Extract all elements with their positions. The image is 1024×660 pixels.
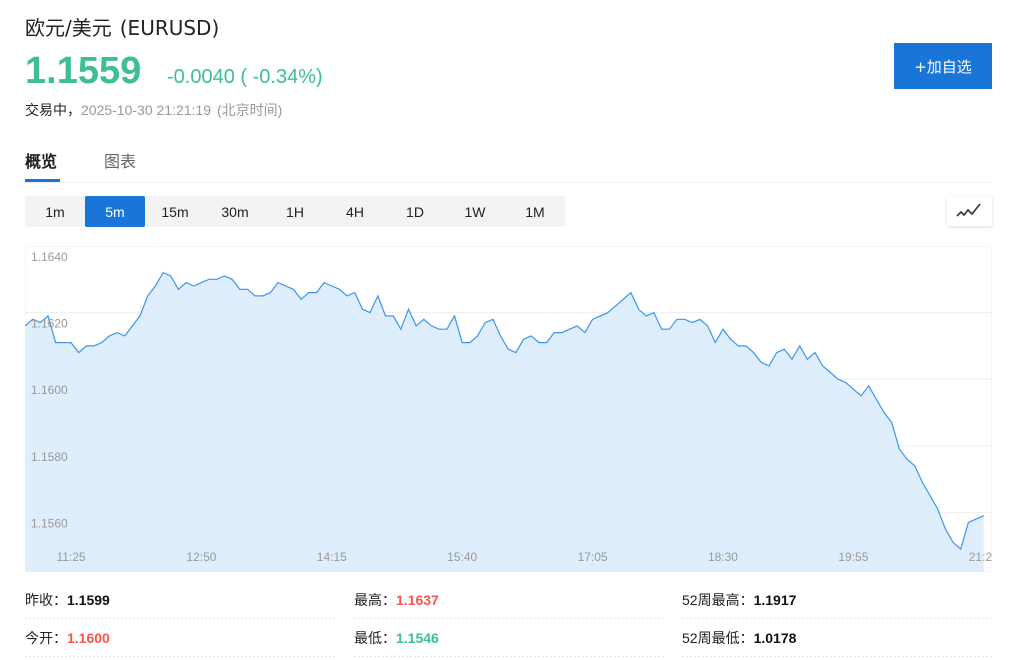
stat-label: 52周最低： bbox=[682, 630, 754, 646]
status-label: 交易中， bbox=[25, 103, 81, 119]
period-5m[interactable]: 5m bbox=[85, 196, 145, 227]
period-30m[interactable]: 30m bbox=[205, 196, 265, 227]
period-1m[interactable]: 1m bbox=[25, 196, 85, 227]
stat-label: 52周最高： bbox=[682, 592, 754, 608]
active-tab-indicator bbox=[25, 179, 60, 182]
stat-divider bbox=[25, 656, 335, 657]
stat-value: 1.1637 bbox=[396, 592, 439, 608]
stat-value: 1.1600 bbox=[67, 630, 110, 646]
pair-symbol: (EURUSD) bbox=[119, 16, 220, 40]
period-1w[interactable]: 1W bbox=[445, 196, 505, 227]
y-tick-label: 1.1640 bbox=[31, 250, 68, 264]
stat-item: 昨收：1.1599 bbox=[25, 590, 110, 610]
stat-value: 1.1546 bbox=[396, 630, 439, 646]
period-1mo[interactable]: 1M bbox=[505, 196, 565, 227]
stat-label: 最高： bbox=[354, 592, 396, 608]
x-tick-label: 18:30 bbox=[708, 550, 738, 564]
period-1d[interactable]: 1D bbox=[385, 196, 445, 227]
x-tick-label: 17:05 bbox=[578, 550, 608, 564]
current-price: 1.1559 bbox=[25, 50, 142, 92]
y-tick-label: 1.1560 bbox=[31, 516, 68, 530]
stat-divider bbox=[25, 618, 335, 619]
stat-divider bbox=[354, 656, 664, 657]
stat-item: 最高：1.1637 bbox=[354, 590, 439, 610]
period-4h[interactable]: 4H bbox=[325, 196, 385, 227]
page-title: 欧元/美元 (EURUSD) bbox=[25, 12, 219, 41]
stat-value: 1.0178 bbox=[753, 630, 797, 646]
stat-label: 昨收： bbox=[25, 592, 67, 608]
stat-label: 最低： bbox=[354, 630, 396, 646]
line-chart-icon bbox=[956, 203, 981, 217]
timezone: (北京时间) bbox=[217, 102, 283, 118]
stat-divider bbox=[682, 656, 992, 657]
y-tick-label: 1.1600 bbox=[31, 383, 68, 397]
stat-item: 52周最高：1.1917 bbox=[682, 590, 796, 610]
x-tick-label: 12:50 bbox=[186, 550, 216, 564]
tab-chart[interactable]: 图表 bbox=[104, 152, 137, 171]
pair-name: 欧元/美元 bbox=[25, 16, 112, 40]
period-selector: 1m 5m 15m 30m 1H 4H 1D 1W 1M bbox=[25, 196, 565, 227]
price-area-fill bbox=[25, 272, 984, 572]
price-change: -0.0040 ( -0.34%) bbox=[167, 66, 323, 88]
trading-status: 交易中，2025-10-30 21:21:19 (北京时间) bbox=[25, 100, 282, 120]
tab-overview[interactable]: 概览 bbox=[25, 152, 58, 171]
period-1h[interactable]: 1H bbox=[265, 196, 325, 227]
stat-value: 1.1599 bbox=[67, 592, 110, 608]
stat-label: 今开： bbox=[25, 630, 67, 646]
stat-item: 今开：1.1600 bbox=[25, 628, 110, 648]
tab-divider bbox=[25, 182, 992, 183]
stat-item: 52周最低：1.0178 bbox=[682, 628, 796, 648]
price-line bbox=[25, 271, 985, 551]
price-chart[interactable]: 1.1640 1.1620 1.1600 1.1580 1.1560 11:25 12:50… bbox=[25, 246, 992, 572]
x-tick-label: 21:20 bbox=[969, 550, 992, 564]
x-tick-label: 15:40 bbox=[447, 550, 477, 564]
x-tick-label: 11:25 bbox=[56, 550, 85, 564]
x-tick-label: 14:15 bbox=[317, 550, 347, 564]
stat-value: 1.1917 bbox=[753, 592, 797, 608]
x-tick-label: 19:55 bbox=[838, 550, 868, 564]
stat-divider bbox=[682, 618, 992, 619]
y-tick-label: 1.1620 bbox=[31, 317, 68, 331]
stat-divider bbox=[354, 618, 664, 619]
y-tick-label: 1.1580 bbox=[31, 450, 68, 464]
add-to-watchlist-button[interactable]: +加自选 bbox=[894, 43, 992, 89]
period-15m[interactable]: 15m bbox=[145, 196, 205, 227]
timestamp: 2025-10-30 21:21:19 bbox=[81, 102, 211, 118]
stat-item: 最低：1.1546 bbox=[354, 628, 439, 648]
chart-type-button[interactable] bbox=[947, 196, 992, 226]
